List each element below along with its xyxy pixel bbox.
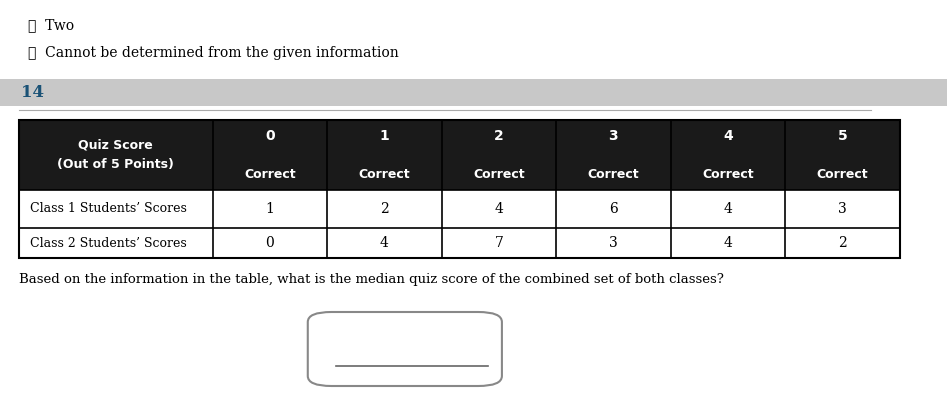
Text: ⓓ  Cannot be determined from the given information: ⓓ Cannot be determined from the given in… — [28, 46, 399, 60]
FancyBboxPatch shape — [19, 190, 900, 228]
Text: 5: 5 — [837, 128, 848, 142]
Text: Class 2 Students’ Scores: Class 2 Students’ Scores — [30, 236, 188, 250]
FancyBboxPatch shape — [308, 312, 502, 386]
Text: 1: 1 — [380, 128, 389, 142]
Text: Correct: Correct — [474, 168, 525, 181]
Text: Based on the information in the table, what is the median quiz score of the comb: Based on the information in the table, w… — [19, 273, 724, 286]
Text: 4: 4 — [724, 202, 732, 216]
Text: Correct: Correct — [359, 168, 410, 181]
Text: 14: 14 — [21, 84, 44, 101]
FancyBboxPatch shape — [0, 79, 947, 106]
Text: 2: 2 — [838, 236, 847, 250]
Text: 4: 4 — [724, 128, 733, 142]
Text: 3: 3 — [838, 202, 847, 216]
Text: Ⓒ  Two: Ⓒ Two — [28, 18, 75, 32]
Text: Correct: Correct — [702, 168, 754, 181]
Text: 0: 0 — [265, 128, 275, 142]
Text: 3: 3 — [609, 128, 618, 142]
Text: Correct: Correct — [816, 168, 868, 181]
Text: 0: 0 — [265, 236, 275, 250]
Text: Quiz Score
(Out of 5 Points): Quiz Score (Out of 5 Points) — [58, 139, 174, 171]
Text: Correct: Correct — [587, 168, 639, 181]
Text: 4: 4 — [494, 202, 504, 216]
Text: 1: 1 — [265, 202, 275, 216]
Text: 6: 6 — [609, 202, 617, 216]
FancyBboxPatch shape — [19, 228, 900, 258]
Text: 7: 7 — [494, 236, 504, 250]
Text: 3: 3 — [609, 236, 617, 250]
Text: 2: 2 — [380, 202, 389, 216]
Text: 4: 4 — [380, 236, 389, 250]
Text: 4: 4 — [724, 236, 732, 250]
Text: Class 1 Students’ Scores: Class 1 Students’ Scores — [30, 202, 188, 216]
Text: Correct: Correct — [244, 168, 295, 181]
FancyBboxPatch shape — [19, 120, 900, 190]
Text: 2: 2 — [494, 128, 504, 142]
